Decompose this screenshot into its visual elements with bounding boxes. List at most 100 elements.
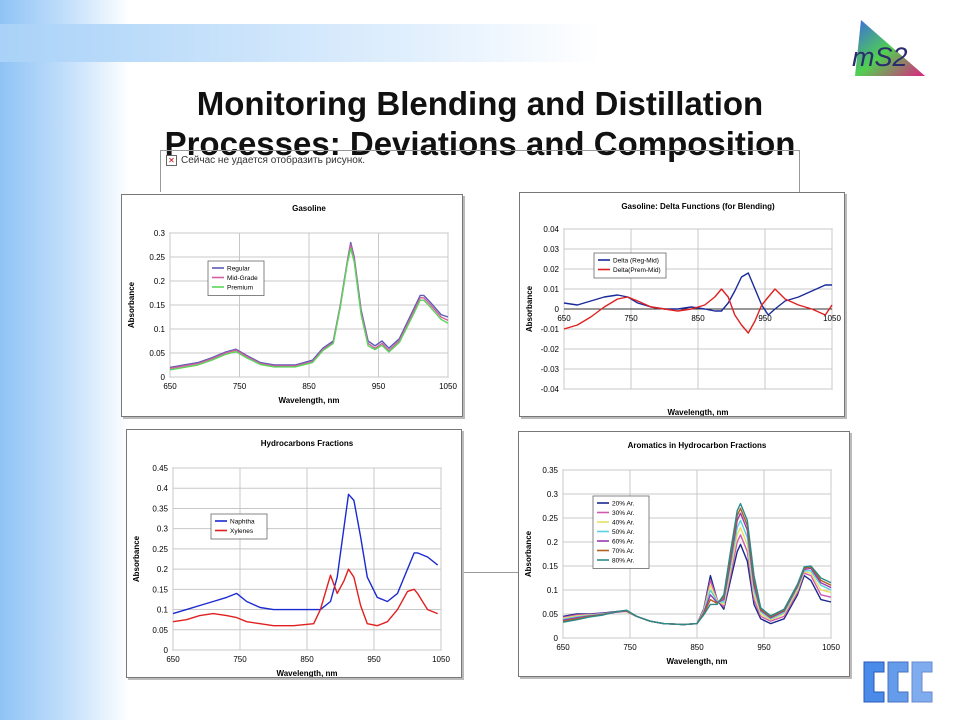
- x-tick-label: 850: [691, 314, 705, 323]
- chart-panel-gasoline: 0 0.05 0.1 0.15 0.2 0.25 0.3 650 750 850 950 1050 Ga…: [121, 194, 463, 417]
- y-tick-label: -0.04: [541, 385, 560, 394]
- x-tick-label: 1050: [822, 643, 840, 652]
- x-tick-label: 650: [556, 643, 570, 652]
- x-tick-label: 650: [163, 382, 177, 391]
- legend-label: Mid-Grade: [227, 275, 258, 282]
- y-tick-label: 0.1: [157, 606, 169, 615]
- x-tick-label: 950: [757, 643, 771, 652]
- chart-delta: -0.04 -0.03 -0.02 -0.01 0 0.01 0.02 0.03 0.04 650…: [525, 202, 841, 416]
- x-tick-label: 750: [233, 382, 247, 391]
- y-tick-label: 0.15: [152, 585, 168, 594]
- y-tick-label: 0.1: [547, 586, 559, 595]
- y-tick-label: 0: [161, 373, 166, 382]
- frame-line-top: [160, 150, 800, 151]
- title-line-2: Processes: Deviations and Composition: [164, 125, 796, 162]
- y-tick-label: 0: [555, 305, 560, 314]
- legend-box: [593, 252, 667, 279]
- ccc-corner-logo: [863, 661, 933, 703]
- x-tick-label: 650: [557, 314, 571, 323]
- slide-title: Monitoring Blending and Distillation Pro…: [110, 84, 850, 164]
- chart-title: Gasoline: [292, 204, 326, 213]
- y-axis-label: Absorbance: [132, 535, 141, 582]
- y-tick-label: 0.35: [542, 466, 558, 475]
- broken-image-icon: ✕: [166, 155, 177, 166]
- legend-label: Delta (Reg-Mid): [613, 258, 659, 265]
- x-tick-label: 1050: [439, 382, 457, 391]
- broken-image-text: Сейчас не удается отобразить рисунок.: [181, 155, 365, 167]
- y-tick-label: -0.02: [541, 345, 560, 354]
- logo-text: mS2: [852, 42, 908, 72]
- series-line: [562, 502, 832, 626]
- chart-panel-hydrocarbons: 0 0.05 0.1 0.15 0.2 0.25 0.3 0.35 0.4 0.45 650 750 8…: [126, 429, 462, 678]
- y-tick-label: 0.15: [542, 562, 558, 571]
- legend-label: Xylenes: [230, 528, 254, 535]
- chart-hydrocarbons: 0 0.05 0.1 0.15 0.2 0.25 0.3 0.35 0.4 0.45 650 750 8…: [132, 439, 450, 677]
- y-tick-label: 0.05: [542, 610, 558, 619]
- legend: Delta (Reg-Mid) Delta(Prem-Mid): [593, 252, 667, 279]
- y-tick-label: -0.01: [541, 325, 560, 334]
- y-tick-label: 0.25: [152, 545, 168, 554]
- y-tick-label: 0.02: [543, 265, 559, 274]
- y-axis-label: Absorbance: [127, 281, 136, 328]
- series-line: [172, 568, 438, 627]
- legend-label: 60% Ar.: [612, 539, 635, 546]
- top-gradient-band: [0, 24, 600, 62]
- chart-panel-delta: -0.04 -0.03 -0.02 -0.01 0 0.01 0.02 0.03 0.04 650…: [519, 192, 845, 417]
- x-tick-label: 1050: [823, 314, 841, 323]
- x-tick-label: 750: [233, 655, 247, 664]
- series-line: [563, 288, 833, 334]
- x-tick-label: 750: [623, 643, 637, 652]
- ms2-triangle-logo: [855, 20, 925, 76]
- y-tick-label: -0.03: [541, 365, 560, 374]
- y-tick-label: 0.03: [543, 245, 559, 254]
- y-tick-label: 0.2: [157, 565, 169, 574]
- x-tick-label: 950: [367, 655, 381, 664]
- chart-title: Aromatics in Hydrocarbon Fractions: [628, 441, 767, 450]
- legend-label: 40% Ar.: [612, 520, 635, 527]
- x-axis-label: Wavelength, nm: [667, 408, 728, 416]
- y-axis-label: Absorbance: [525, 285, 534, 332]
- y-tick-label: 0.45: [152, 464, 168, 473]
- x-tick-label: 850: [690, 643, 704, 652]
- y-tick-label: 0.15: [149, 301, 165, 310]
- series-line: [172, 493, 439, 615]
- legend-label: Premium: [227, 285, 253, 292]
- y-tick-label: 0.05: [149, 349, 165, 358]
- left-gradient-bar: [0, 0, 130, 720]
- y-tick-label: 0.3: [154, 229, 166, 238]
- legend-label: 70% Ar.: [612, 548, 635, 555]
- x-axis-label: Wavelength, nm: [276, 669, 337, 677]
- y-tick-label: 0.25: [542, 514, 558, 523]
- y-axis-label: Absorbance: [524, 530, 533, 577]
- legend-label: Regular: [227, 266, 251, 273]
- legend: Regular Mid-Grade Premium: [207, 260, 265, 296]
- series-line: [169, 247, 449, 371]
- x-axis-label: Wavelength, nm: [666, 657, 727, 666]
- frame-line-right: [799, 150, 800, 192]
- chart-panel-aromatics: 0 0.05 0.1 0.15 0.2 0.25 0.3 0.35 650 750 850 950 10…: [518, 431, 850, 677]
- y-tick-label: 0.01: [543, 285, 559, 294]
- title-line-1: Monitoring Blending and Distillation: [196, 85, 764, 122]
- y-tick-label: 0: [554, 634, 559, 643]
- chart-gasoline: 0 0.05 0.1 0.15 0.2 0.25 0.3 650 750 850 950 1050 Ga…: [127, 204, 457, 405]
- legend-label: 20% Ar.: [612, 501, 635, 508]
- y-tick-label: 0.1: [154, 325, 166, 334]
- y-tick-label: 0.3: [157, 525, 169, 534]
- x-tick-label: 650: [166, 655, 180, 664]
- legend: 20% Ar. 30% Ar. 40% Ar. 50% Ar. 60% Ar. 70% A…: [592, 495, 650, 569]
- y-tick-label: 0.35: [152, 504, 168, 513]
- x-tick-label: 850: [302, 382, 316, 391]
- x-axis-label: Wavelength, nm: [278, 396, 339, 405]
- frame-line-left: [160, 150, 161, 192]
- legend-label: 80% Ar.: [612, 558, 635, 565]
- chart-title: Gasoline: Delta Functions (for Blending): [621, 202, 775, 211]
- y-tick-label: 0.04: [543, 225, 559, 234]
- x-tick-label: 1050: [432, 655, 450, 664]
- series-line: [563, 272, 832, 316]
- y-tick-label: 0.3: [547, 490, 559, 499]
- x-tick-label: 750: [624, 314, 638, 323]
- chart-title: Hydrocarbons Fractions: [261, 439, 354, 448]
- y-tick-label: 0.05: [152, 626, 168, 635]
- chart-aromatics: 0 0.05 0.1 0.15 0.2 0.25 0.3 0.35 650 750 850 950 10…: [524, 441, 840, 666]
- y-tick-label: 0.4: [157, 484, 169, 493]
